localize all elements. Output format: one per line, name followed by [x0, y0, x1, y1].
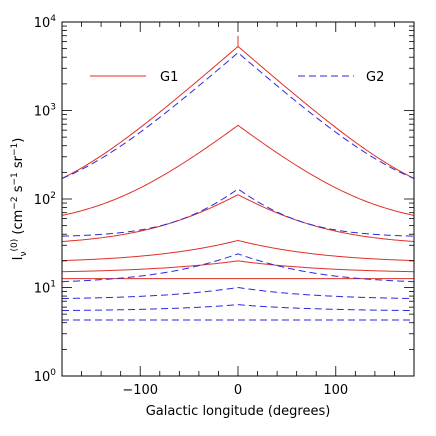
x-axis-label: Galactic longitude (degrees): [146, 404, 331, 419]
tick-labels: −100 0 100 100 101 102 103 104: [34, 14, 348, 398]
series-line-g2-8: [61, 253, 415, 283]
plot-area: [61, 35, 415, 321]
legend-label-g2: G2: [366, 70, 384, 85]
series-line-g2-9: [61, 287, 415, 300]
series-line-g2-7: [61, 188, 415, 237]
series-line-g1-1: [61, 124, 415, 216]
series-line-g2-6: [61, 52, 415, 179]
x-tick-label: 0: [234, 383, 242, 398]
y-tick-label: 101: [34, 280, 56, 297]
y-tick-label: 102: [34, 191, 56, 208]
x-tick-label: 100: [323, 383, 348, 398]
series-line-g1-0: [61, 45, 415, 179]
legend-label-g1: G1: [160, 70, 178, 85]
y-tick-label: 103: [34, 103, 56, 120]
y-tick-label: 104: [34, 14, 57, 31]
y-axis-label: Iν(0) (cm−2 s−1 sr−1): [10, 138, 29, 261]
series-line-g1-2: [61, 194, 415, 242]
series-line-g1-4: [61, 260, 415, 273]
x-tick-label: −100: [122, 383, 158, 398]
legend: G1 G2: [90, 70, 384, 85]
series-line-g2-10: [61, 304, 415, 312]
axis-ticks: [61, 22, 415, 377]
y-tick-label: 100: [34, 368, 57, 385]
series-line-g1-3: [61, 239, 415, 262]
